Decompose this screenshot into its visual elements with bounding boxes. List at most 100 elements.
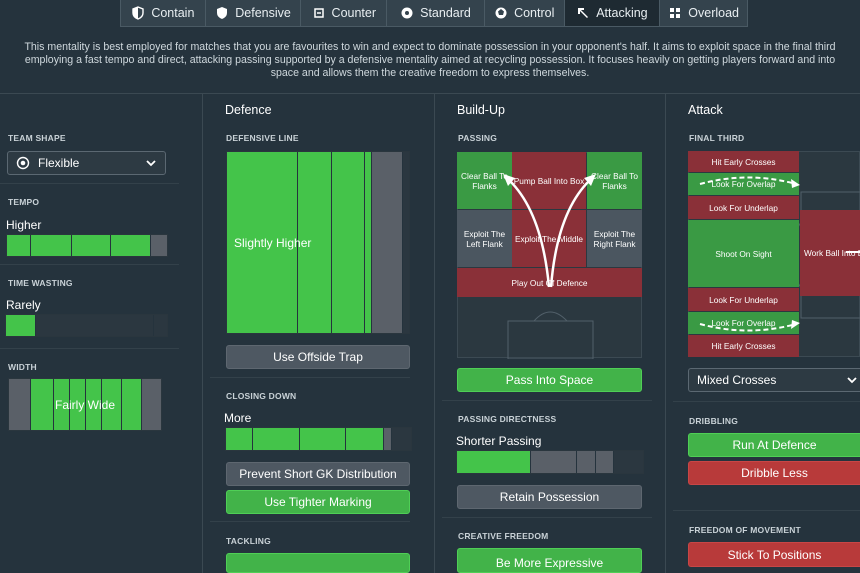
time-wasting-value: Rarely xyxy=(6,298,41,312)
tab-label: Defensive xyxy=(235,6,291,20)
tab-label: Counter xyxy=(331,6,377,20)
dribble-less-button[interactable]: Dribble Less xyxy=(688,461,860,485)
shield-half-icon xyxy=(132,6,145,20)
tab-control[interactable]: Control xyxy=(485,0,565,26)
description-line: employing a fast tempo and direct, attac… xyxy=(24,54,836,66)
stick-to-positions-button[interactable]: Stick To Positions xyxy=(688,542,860,567)
zone-clear-right[interactable]: Clear Ball To Flanks xyxy=(587,152,642,209)
slider-segment xyxy=(332,152,365,333)
divider xyxy=(0,348,179,349)
tab-label: Attacking xyxy=(596,6,648,20)
tempo-slider[interactable] xyxy=(6,234,168,257)
zone-early-crosses-bottom[interactable]: Hit Early Crosses xyxy=(688,335,799,357)
buildup-title: Build-Up xyxy=(457,103,505,117)
tab-attacking[interactable]: Attacking xyxy=(564,0,661,26)
slider-segment xyxy=(298,152,332,333)
mentality-description: This mentality is best employed for matc… xyxy=(0,41,860,80)
slider-segment xyxy=(253,428,300,450)
zone-overlap-top[interactable]: Look For Overlap xyxy=(688,173,799,195)
slider-segment xyxy=(31,235,72,256)
tab-defensive[interactable]: Defensive xyxy=(206,0,302,26)
retain-possession-button[interactable]: Retain Possession xyxy=(457,485,642,509)
slider-segment xyxy=(154,315,167,336)
be-more-expressive-button[interactable]: Be More Expressive xyxy=(457,548,642,573)
divider xyxy=(673,510,860,511)
slider-segment xyxy=(7,235,31,256)
zone-shoot-on-sight[interactable]: Shoot On Sight xyxy=(688,220,799,287)
run-at-defence-button[interactable]: Run At Defence xyxy=(688,433,860,457)
zone-exploit-right[interactable]: Exploit The Right Flank xyxy=(587,210,642,267)
tackling-label: TACKLING xyxy=(226,536,271,546)
crossing-dropdown[interactable]: Mixed Crosses xyxy=(688,368,860,392)
defensive-line-value: Slightly Higher xyxy=(234,236,312,250)
slider-segment xyxy=(72,235,111,256)
divider xyxy=(210,521,410,522)
freedom-of-movement-label: FREEDOM OF MOVEMENT xyxy=(689,525,801,535)
time-wasting-slider[interactable] xyxy=(5,314,168,337)
tab-standard[interactable]: Standard xyxy=(387,0,485,26)
tab-label: Overload xyxy=(688,6,739,20)
passing-directness-label: PASSING DIRECTNESS xyxy=(458,414,557,424)
description-line: This mentality is best employed for matc… xyxy=(24,41,836,53)
slider-segment xyxy=(151,235,167,256)
slider-segment xyxy=(372,152,403,333)
zone-exploit-middle[interactable]: Exploit The Middle xyxy=(512,210,586,267)
slider-segment xyxy=(403,152,409,333)
dribbling-label: DRIBBLING xyxy=(689,416,739,426)
tab-label: Standard xyxy=(420,6,471,20)
prevent-short-gk-button[interactable]: Prevent Short GK Distribution xyxy=(226,462,410,486)
defensive-line-slider[interactable]: Slightly Higher xyxy=(226,151,410,334)
zone-underlap-bottom[interactable]: Look For Underlap xyxy=(688,288,799,311)
offside-trap-button[interactable]: Use Offside Trap xyxy=(226,345,410,369)
tab-label: Control xyxy=(514,6,555,20)
tab-contain[interactable]: Contain xyxy=(121,0,206,26)
slider-segment xyxy=(9,379,31,430)
divider xyxy=(0,183,179,184)
mentality-tabs: Contain Defensive Counter Standard Contr… xyxy=(120,0,748,27)
slider-segment xyxy=(142,379,161,430)
tighter-marking-button[interactable]: Use Tighter Marking xyxy=(226,490,410,514)
slider-segment xyxy=(346,428,384,450)
ball-icon xyxy=(401,7,413,19)
divider xyxy=(0,93,860,94)
crossing-value: Mixed Crosses xyxy=(697,373,777,387)
team-shape-value: Flexible xyxy=(38,156,80,170)
divider xyxy=(442,400,652,401)
zone-exploit-left[interactable]: Exploit The Left Flank xyxy=(457,210,512,267)
tackling-button[interactable] xyxy=(226,553,410,573)
passing-label: PASSING xyxy=(458,133,498,143)
divider xyxy=(202,94,203,573)
tab-counter[interactable]: Counter xyxy=(301,0,388,26)
slider-segment xyxy=(531,451,577,473)
zone-early-crosses[interactable]: Hit Early Crosses xyxy=(688,151,799,172)
divider xyxy=(665,94,666,573)
tempo-label: TEMPO xyxy=(8,197,40,207)
width-value: Fairly Wide xyxy=(54,397,115,412)
defence-title: Defence xyxy=(225,103,272,117)
slider-segment xyxy=(596,451,614,473)
divider xyxy=(210,377,410,378)
slider-segment xyxy=(31,379,54,430)
pass-into-space-button[interactable]: Pass Into Space xyxy=(457,368,642,392)
slider-segment xyxy=(365,152,372,333)
pitch-lines xyxy=(507,311,594,359)
slider-segment xyxy=(102,379,122,430)
passing-directness-slider[interactable] xyxy=(456,450,644,474)
slider-segment xyxy=(6,315,36,336)
slider-segment xyxy=(70,379,86,430)
tab-overload[interactable]: Overload xyxy=(660,0,747,26)
zone-underlap-top[interactable]: Look For Underlap xyxy=(688,196,799,219)
slider-segment xyxy=(86,379,102,430)
final-third-label: FINAL THIRD xyxy=(689,133,745,143)
time-wasting-label: TIME WASTING xyxy=(8,278,73,288)
slider-segment xyxy=(392,428,411,450)
width-label: WIDTH xyxy=(8,362,37,372)
chevron-down-icon xyxy=(146,160,156,167)
width-slider[interactable]: Fairly Wide xyxy=(8,378,162,431)
closing-down-slider[interactable] xyxy=(225,427,412,451)
slider-segment xyxy=(457,451,531,473)
zone-clear-left[interactable]: Clear Ball To Flanks xyxy=(457,152,512,209)
team-shape-dropdown[interactable]: Flexible xyxy=(7,151,166,175)
slider-segment xyxy=(54,379,70,430)
tab-label: Contain xyxy=(151,6,195,20)
